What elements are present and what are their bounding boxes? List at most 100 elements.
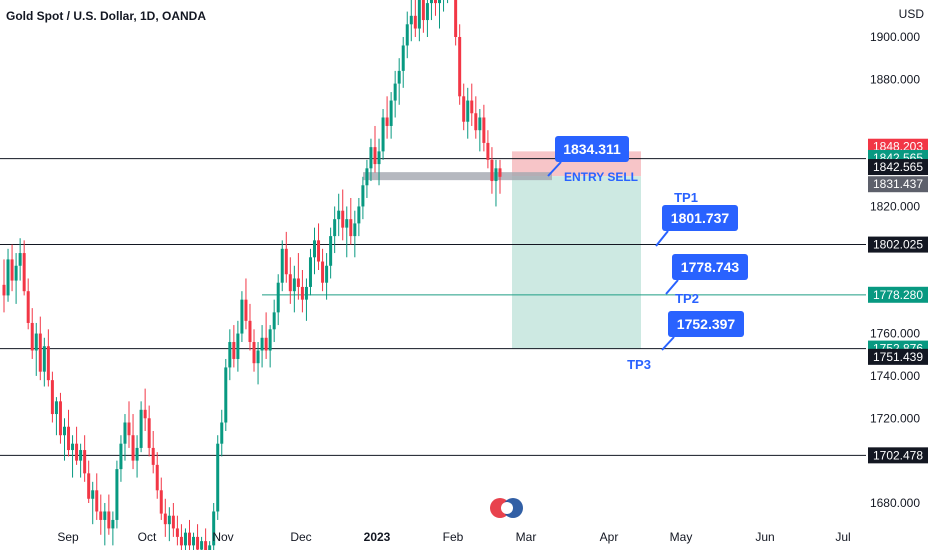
candle-body: [83, 450, 87, 474]
tp1-callout-label: 1801.737: [671, 210, 730, 226]
x-axis-tick-label: Dec: [290, 530, 311, 544]
price-tag-label: 1778.280: [873, 288, 923, 302]
candle-body: [216, 443, 220, 512]
tp3-callout[interactable]: [668, 311, 744, 337]
candle-body: [304, 286, 308, 300]
candle-body: [389, 100, 393, 126]
candle-body: [167, 515, 171, 525]
chart-title: Gold Spot / U.S. Dollar, 1D, OANDA: [6, 9, 207, 23]
currency-label: USD: [898, 7, 924, 21]
candle-body: [429, 0, 433, 4]
candle-body: [155, 464, 159, 491]
candle-body: [337, 210, 341, 220]
candle-body: [405, 24, 409, 46]
candle-body: [135, 447, 139, 461]
candle-body: [38, 333, 42, 372]
entry-bar: [363, 172, 552, 181]
candle-body: [349, 219, 353, 237]
price-tag: [868, 176, 928, 193]
candle-body: [357, 206, 361, 224]
entry-sell-label: ENTRY SELL: [564, 170, 638, 184]
candle-body: [187, 532, 191, 546]
candle-body: [272, 312, 276, 330]
candle-body: [42, 346, 46, 372]
candle-body: [10, 259, 14, 281]
candle-body: [236, 333, 240, 359]
entry-price-callout[interactable]: [555, 136, 629, 162]
candle-body: [361, 185, 365, 207]
price-tag: [868, 348, 928, 365]
candle-body: [183, 532, 187, 546]
candle-body: [409, 15, 413, 25]
candle-body: [127, 422, 131, 436]
candle-body: [163, 513, 167, 525]
candle-body: [139, 409, 143, 448]
candle-body: [212, 511, 216, 546]
candle-body: [264, 337, 268, 351]
x-axis-tick-label: Nov: [212, 530, 233, 544]
x-axis-tick-label: Jul: [835, 530, 850, 544]
tp1-callout[interactable]: [662, 205, 738, 231]
candle-body: [248, 320, 252, 343]
price-tag-label: 1831.437: [873, 177, 923, 191]
candle-body: [192, 536, 196, 546]
candle-body: [377, 151, 381, 165]
take-profit-zone: [512, 176, 641, 349]
entry-price-callout-pointer: [547, 161, 562, 177]
candle-body: [143, 409, 147, 419]
candle-body: [498, 168, 502, 177]
candle-body: [317, 240, 321, 262]
candle-body: [87, 473, 91, 499]
price-tag-label: 1842.565: [873, 160, 923, 174]
x-axis-tick-label: 2023: [364, 530, 391, 544]
candle-body: [62, 426, 66, 436]
candle-body: [353, 223, 357, 237]
y-axis-tick-label: 1900.000: [870, 30, 920, 44]
candle-body: [119, 443, 123, 470]
tp3-callout-pointer: [661, 336, 675, 351]
price-tag: [868, 159, 928, 176]
candle-body: [413, 15, 417, 29]
candle-body: [171, 515, 175, 529]
candle-body: [321, 261, 325, 283]
candle-body: [296, 278, 300, 287]
candle-body: [425, 3, 429, 21]
candle-body: [288, 274, 292, 292]
price-tag-label: 1802.025: [873, 238, 923, 252]
tp2-callout[interactable]: [672, 254, 748, 280]
candle-body: [284, 248, 288, 275]
entry-price-callout-label: 1834.311: [563, 141, 621, 157]
candle-body: [421, 0, 425, 21]
candle-body: [256, 350, 260, 364]
candle-body: [373, 147, 377, 165]
candle-body: [131, 435, 135, 461]
x-axis-tick-label: Feb: [443, 530, 464, 544]
candle-body: [34, 333, 38, 351]
x-axis-tick-label: Apr: [600, 530, 619, 544]
x-axis-tick-label: Sep: [57, 530, 79, 544]
candle-body: [329, 236, 333, 266]
tp2-label: TP2: [675, 291, 699, 306]
candle-body: [438, 0, 442, 4]
candle-body: [75, 443, 79, 461]
candle-body: [6, 259, 10, 296]
candle-body: [91, 490, 95, 499]
candle-body: [458, 37, 462, 97]
candle-body: [58, 401, 62, 436]
candle-body: [470, 100, 474, 114]
candle-body: [54, 401, 58, 415]
candle-body: [462, 96, 466, 122]
candle-body: [308, 257, 312, 287]
candle-body: [107, 511, 111, 529]
y-axis-tick-label: 1680.000: [870, 496, 920, 510]
candle-body: [2, 284, 6, 296]
candle-body: [123, 422, 127, 444]
candle-body: [260, 337, 264, 351]
candle-body: [313, 240, 317, 258]
candle-body: [345, 219, 349, 228]
y-axis-tick-label: 1820.000: [870, 199, 920, 213]
tp3-label: TP3: [627, 357, 651, 372]
price-tag-label: 1702.478: [873, 448, 923, 462]
